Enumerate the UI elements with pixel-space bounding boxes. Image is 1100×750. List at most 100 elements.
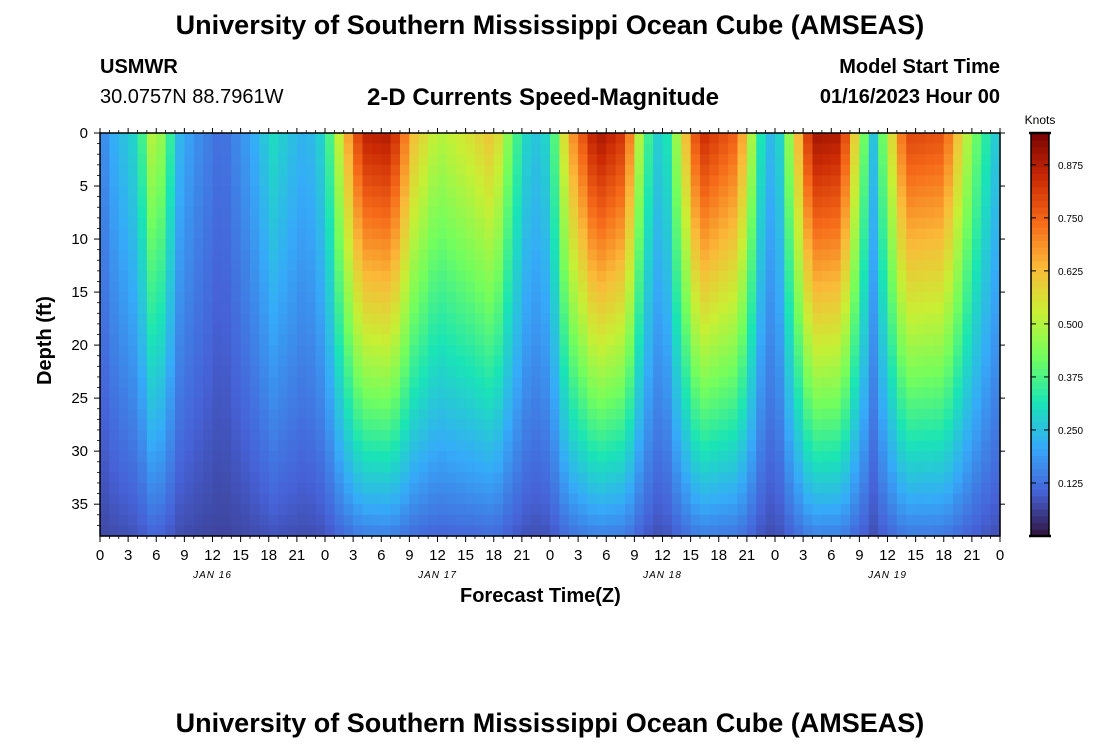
heatmap-cell bbox=[465, 217, 476, 230]
heatmap-cell bbox=[981, 164, 992, 177]
heatmap-cell bbox=[784, 376, 795, 389]
heatmap-cell bbox=[990, 376, 1001, 389]
x-tick-label: 3 bbox=[124, 547, 132, 564]
heatmap-cell bbox=[146, 228, 157, 240]
heatmap-cell bbox=[840, 143, 851, 155]
heatmap-cell bbox=[671, 451, 682, 463]
heatmap-cell bbox=[934, 493, 945, 505]
heatmap-cell bbox=[821, 175, 832, 187]
heatmap-cell bbox=[521, 514, 532, 526]
heatmap-cell bbox=[784, 281, 795, 293]
heatmap-cell bbox=[578, 207, 589, 219]
heatmap-cell bbox=[971, 376, 982, 389]
heatmap-cell bbox=[606, 493, 617, 505]
heatmap-cell bbox=[821, 398, 832, 410]
heatmap-cell bbox=[850, 334, 860, 346]
heatmap-cell bbox=[737, 164, 748, 177]
x-tick-label: 21 bbox=[514, 547, 531, 564]
colorbar-segment bbox=[1031, 206, 1049, 215]
heatmap-cell bbox=[568, 249, 579, 261]
heatmap-cell bbox=[165, 429, 176, 442]
heatmap-cell bbox=[681, 408, 692, 420]
heatmap-cell bbox=[662, 334, 673, 346]
heatmap-cell bbox=[671, 228, 682, 240]
heatmap-cell bbox=[681, 217, 692, 230]
heatmap-cell bbox=[887, 249, 898, 261]
heatmap-cell bbox=[606, 207, 617, 219]
heatmap-cell bbox=[381, 482, 392, 495]
heatmap-cell bbox=[484, 451, 495, 463]
heatmap-cell bbox=[465, 419, 476, 431]
heatmap-cell bbox=[503, 292, 514, 304]
heatmap-cell bbox=[700, 419, 710, 431]
heatmap-cell bbox=[775, 164, 785, 177]
x-tick-label: 3 bbox=[574, 547, 582, 564]
heatmap-cell bbox=[934, 419, 945, 431]
heatmap-cell bbox=[634, 366, 645, 378]
heatmap-cell bbox=[456, 493, 467, 505]
heatmap-cell bbox=[625, 260, 635, 272]
heatmap-cell bbox=[118, 355, 129, 367]
heatmap-cell bbox=[775, 482, 785, 495]
heatmap-cell bbox=[212, 461, 223, 473]
heatmap-cell bbox=[784, 207, 795, 219]
heatmap-cell bbox=[953, 461, 964, 473]
heatmap-cell bbox=[840, 376, 851, 389]
heatmap-cell bbox=[231, 366, 242, 378]
heatmap-cell bbox=[418, 419, 429, 431]
heatmap-cell bbox=[606, 249, 617, 261]
heatmap-cell bbox=[381, 493, 392, 505]
heatmap-cell bbox=[925, 514, 935, 526]
day-label: JAN 18 bbox=[642, 570, 682, 581]
heatmap-cell bbox=[118, 514, 129, 526]
heatmap-cell bbox=[971, 154, 982, 166]
heatmap-cell bbox=[718, 292, 729, 304]
heatmap-cell bbox=[325, 323, 335, 336]
heatmap-cell bbox=[606, 504, 617, 516]
heatmap-cell bbox=[484, 260, 495, 272]
heatmap-cell bbox=[803, 270, 814, 283]
heatmap-cell bbox=[934, 334, 945, 346]
heatmap-cell bbox=[193, 207, 204, 219]
heatmap-cell bbox=[756, 461, 767, 473]
heatmap-cell bbox=[475, 164, 485, 177]
heatmap-cell bbox=[259, 525, 270, 537]
heatmap-cell bbox=[653, 429, 664, 442]
heatmap-cell bbox=[156, 186, 167, 198]
heatmap-cell bbox=[203, 419, 214, 431]
heatmap-cell bbox=[878, 143, 889, 155]
x-tick-label: 0 bbox=[96, 547, 104, 564]
heatmap-cell bbox=[821, 451, 832, 463]
heatmap-cell bbox=[212, 228, 223, 240]
heatmap-cell bbox=[681, 270, 692, 283]
heatmap-cell bbox=[840, 249, 851, 261]
heatmap-cell bbox=[503, 260, 514, 272]
heatmap-cell bbox=[146, 196, 157, 208]
heatmap-cell bbox=[493, 514, 504, 526]
heatmap-cell bbox=[550, 398, 560, 410]
y-tick-label: 15 bbox=[71, 284, 88, 301]
heatmap-cell bbox=[643, 281, 654, 293]
heatmap-cell bbox=[625, 143, 635, 155]
heatmap-cell bbox=[503, 419, 514, 431]
heatmap-cell bbox=[540, 302, 551, 314]
heatmap-cell bbox=[381, 429, 392, 442]
heatmap-cell bbox=[446, 196, 457, 208]
heatmap-cell bbox=[353, 525, 364, 537]
heatmap-cell bbox=[568, 376, 579, 389]
heatmap-cell bbox=[784, 217, 795, 230]
heatmap-cell bbox=[381, 217, 392, 230]
heatmap-cell bbox=[746, 260, 757, 272]
heatmap-cell bbox=[240, 525, 251, 537]
heatmap-cell bbox=[850, 302, 860, 314]
heatmap-cell bbox=[465, 292, 476, 304]
heatmap-cell bbox=[793, 345, 804, 357]
heatmap-cell bbox=[775, 228, 785, 240]
heatmap-cell bbox=[212, 387, 223, 399]
heatmap-cell bbox=[165, 461, 176, 473]
heatmap-cell bbox=[531, 461, 542, 473]
heatmap-cell bbox=[128, 292, 139, 304]
heatmap-cell bbox=[775, 461, 785, 473]
heatmap-cell bbox=[671, 440, 682, 452]
heatmap-cell bbox=[756, 133, 767, 145]
